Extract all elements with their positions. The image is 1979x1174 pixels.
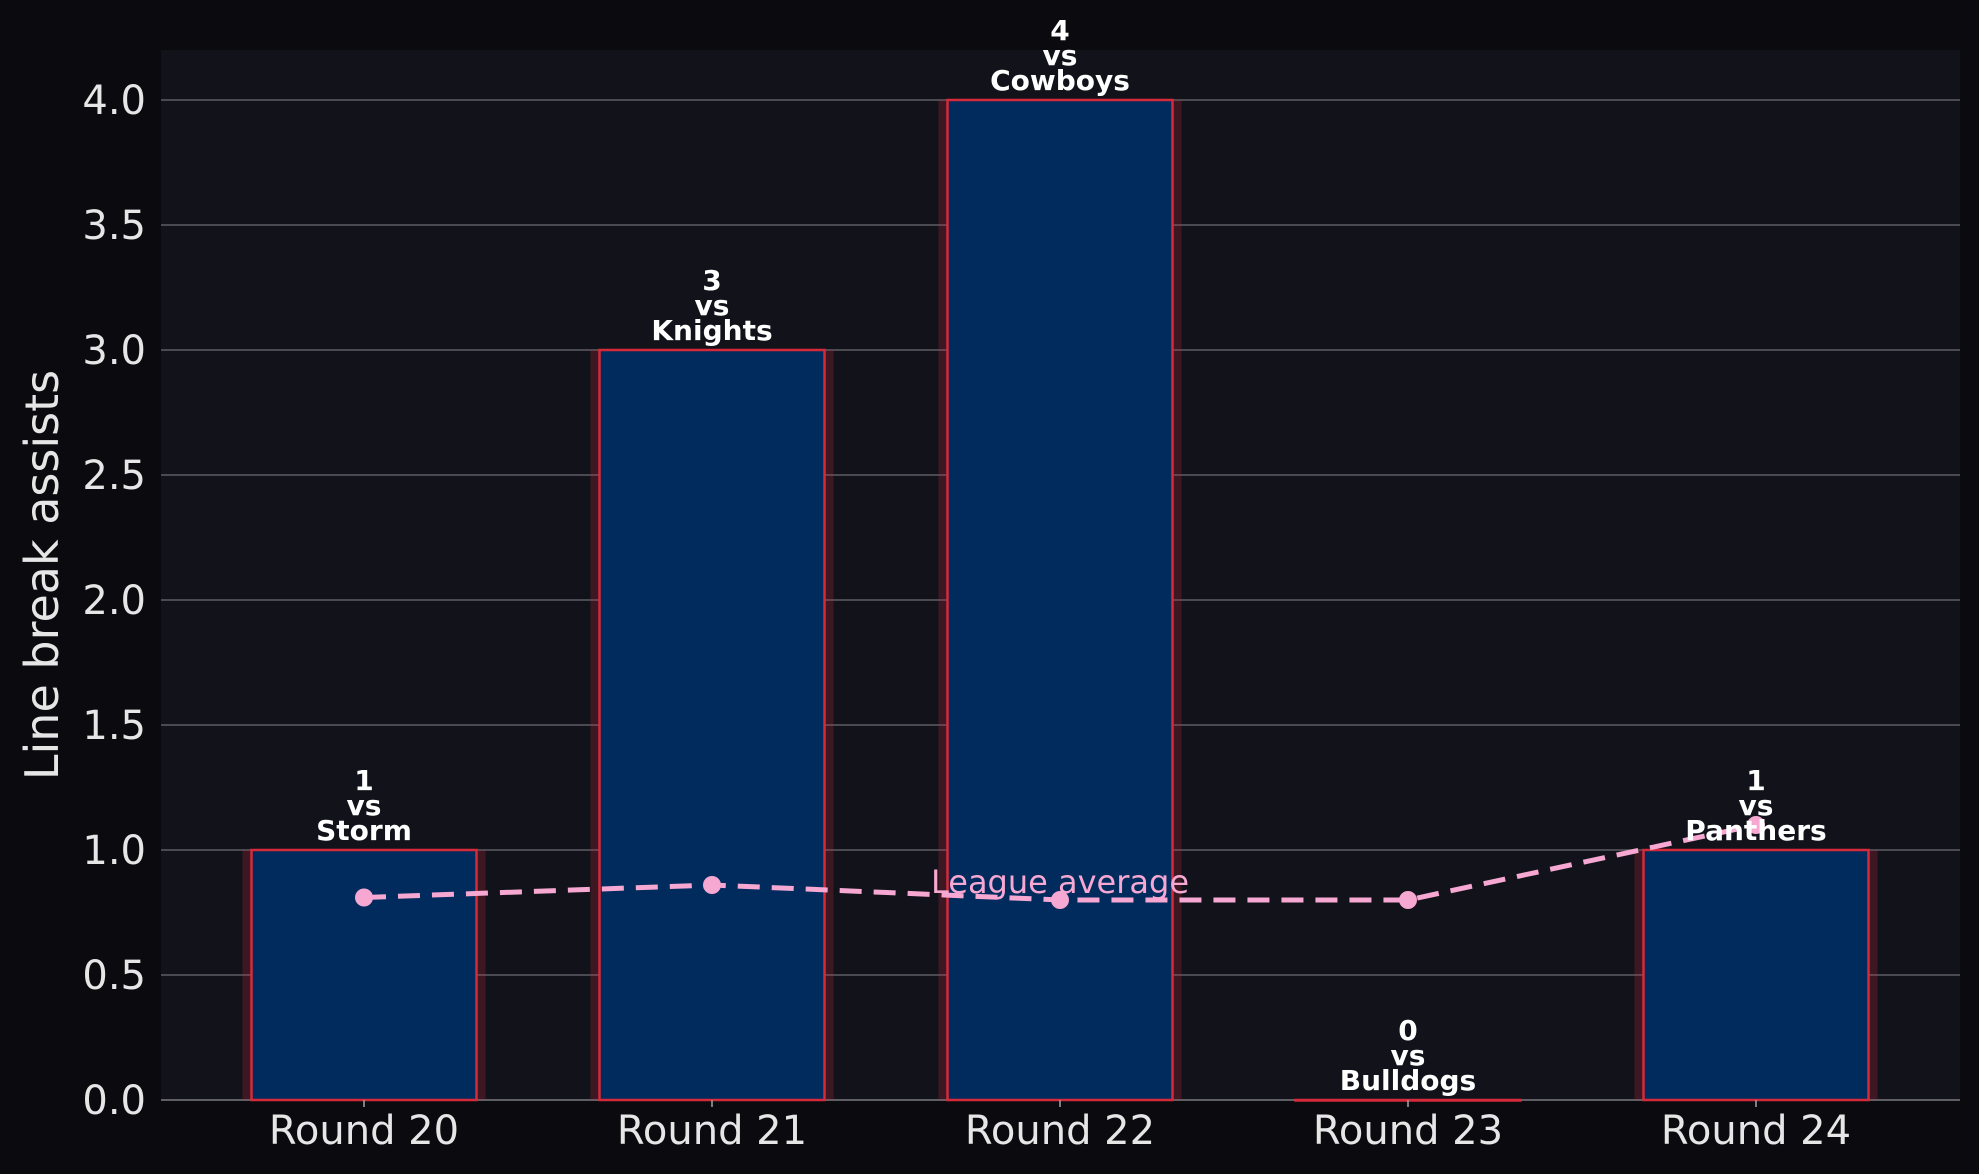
y-tick-label: 0.0 bbox=[82, 1078, 146, 1124]
bar bbox=[1642, 848, 1870, 1102]
average-point bbox=[355, 888, 373, 907]
x-tick-label: Round 23 bbox=[1313, 1108, 1503, 1154]
y-tick-label: 4.0 bbox=[82, 78, 146, 124]
average-point bbox=[1399, 891, 1417, 909]
y-tick-label: 1.0 bbox=[82, 828, 146, 874]
bar-label: 0 bbox=[1398, 1014, 1417, 1047]
average-point bbox=[1051, 891, 1069, 909]
y-tick-label: 0.5 bbox=[82, 953, 146, 999]
bar-label: 4 bbox=[1050, 14, 1069, 47]
league-average-label: League average bbox=[931, 863, 1189, 901]
bar-label: vs bbox=[1739, 789, 1774, 822]
average-point bbox=[703, 876, 721, 894]
bar-label: Cowboys bbox=[990, 64, 1130, 97]
league-average-line bbox=[355, 816, 1765, 909]
bar-label: 3 bbox=[702, 264, 721, 297]
x-tick-label: Round 24 bbox=[1661, 1108, 1851, 1154]
bar-label: Panthers bbox=[1685, 814, 1826, 847]
bar-label: Bulldogs bbox=[1340, 1064, 1476, 1097]
bar bbox=[250, 848, 478, 1102]
bar-label: 1 bbox=[354, 764, 373, 797]
bar bbox=[598, 348, 826, 1102]
y-tick-label: 2.5 bbox=[82, 453, 146, 499]
x-tick-label: Round 21 bbox=[617, 1108, 807, 1154]
y-tick-label: 3.5 bbox=[82, 203, 146, 249]
y-axis-ticks: 0.0 0.5 1.0 1.5 2.0 2.5 3.0 3.5 4.0 bbox=[82, 78, 146, 1124]
bar-label: vs bbox=[1043, 39, 1078, 72]
bar-labels: 1vsStorm3vsKnights4vsCowboys0vsBulldogs1… bbox=[316, 14, 1827, 1097]
bar-label: vs bbox=[347, 789, 382, 822]
bar-label: Knights bbox=[651, 314, 772, 347]
y-axis-label: Line break assists bbox=[15, 370, 69, 780]
average-point bbox=[1747, 816, 1765, 834]
y-tick-label: 2.0 bbox=[82, 578, 146, 624]
y-tick-label: 1.5 bbox=[82, 703, 146, 749]
y-tick-label: 3.0 bbox=[82, 328, 146, 374]
bar-label: vs bbox=[1391, 1039, 1426, 1072]
bars bbox=[242, 98, 1878, 1102]
bar-label: 1 bbox=[1746, 764, 1765, 797]
bar-label: vs bbox=[695, 289, 730, 322]
x-tick-label: Round 20 bbox=[269, 1108, 459, 1154]
bar bbox=[946, 98, 1174, 1102]
bar-label: Storm bbox=[316, 814, 412, 847]
x-tick-label: Round 22 bbox=[965, 1108, 1155, 1154]
x-axis-ticks: Round 20 Round 21 Round 22 Round 23 Round 24 bbox=[269, 1100, 1851, 1154]
